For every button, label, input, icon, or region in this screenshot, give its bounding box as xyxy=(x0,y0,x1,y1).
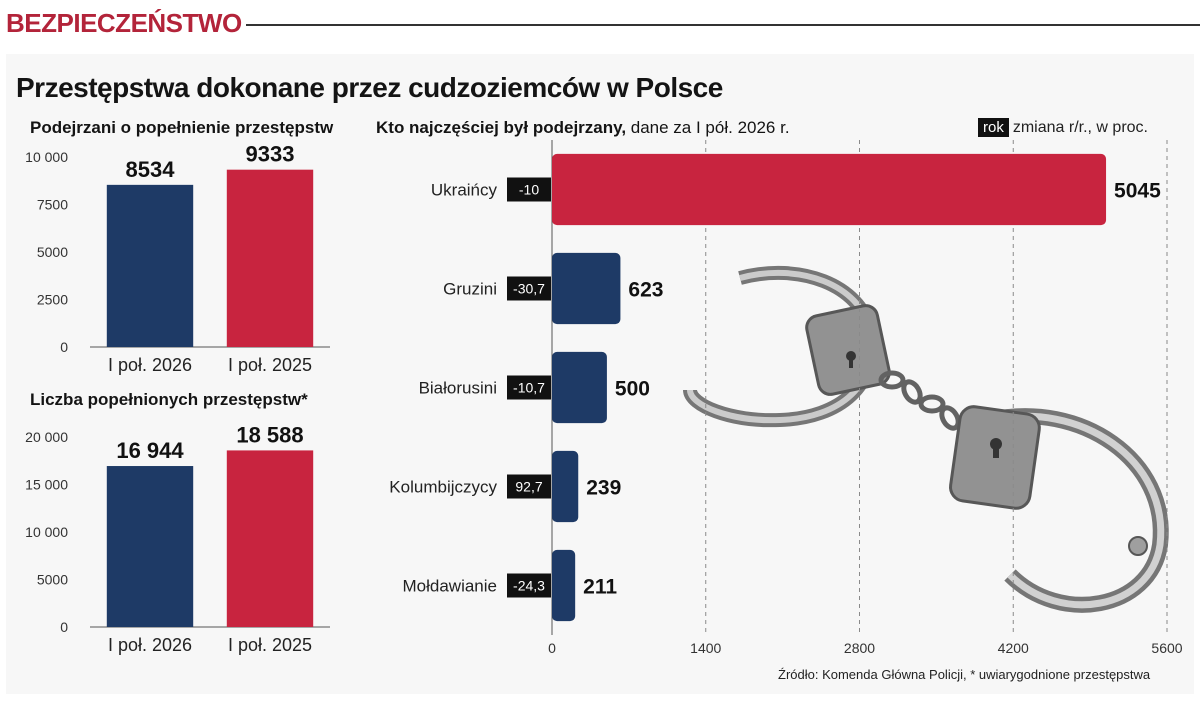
nationality-value-label: 211 xyxy=(583,576,617,599)
suspects-ytick-label: 0 xyxy=(60,339,68,355)
suspects-ytick-label: 2500 xyxy=(37,292,68,308)
nationality-bar xyxy=(552,153,1107,226)
suspects-category-label: I poł. 2026 xyxy=(108,355,192,375)
suspects-chart-title: Podejrzani o popełnienie przestępstw xyxy=(30,118,334,137)
nationality-bar xyxy=(552,351,607,424)
nationality-xtick-label: 5600 xyxy=(1151,640,1182,656)
suspects-category-label: I poł. 2025 xyxy=(228,355,312,375)
suspects-ytick-label: 7500 xyxy=(37,197,68,213)
nationality-bar xyxy=(552,549,576,622)
nationality-category-label: Ukraińcy xyxy=(431,181,498,200)
suspects-value-label: 8534 xyxy=(126,157,176,182)
suspects-bar xyxy=(226,169,314,347)
change-legend: rok zmiana r/r., w proc. xyxy=(978,118,1148,137)
nationality-value-label: 500 xyxy=(615,378,650,401)
crimes-ytick-label: 10 000 xyxy=(25,524,68,540)
nationality-chart-title-bold: Kto najczęściej był podejrzany, xyxy=(376,118,627,137)
nationality-bar-chart: 0 1400 2800 4200 5600 5045 -10 Ukraińcy 623 -30,7… xyxy=(389,140,1183,656)
nationality-category-label: Kolumbijczycy xyxy=(389,478,497,497)
nationality-xtick-label: 0 xyxy=(548,640,556,656)
main-title: Przestępstwa dokonane przez cudzoziemców… xyxy=(16,72,723,103)
crimes-ytick-label: 5000 xyxy=(37,572,68,588)
nationality-change-label: -24,3 xyxy=(513,578,545,594)
crimes-chart-title: Liczba popełnionych przestępstw* xyxy=(30,390,308,409)
nationality-change-chip xyxy=(507,177,551,202)
section-divider xyxy=(246,24,1200,26)
nationality-xtick-label: 1400 xyxy=(690,640,721,656)
nationality-change-label: -10 xyxy=(519,182,539,198)
nationality-category-label: Mołdawianie xyxy=(403,577,498,596)
suspects-bar xyxy=(106,184,194,347)
nationality-bar xyxy=(552,450,579,523)
nationality-change-chip xyxy=(507,375,551,400)
crimes-ytick-label: 20 000 xyxy=(25,429,68,445)
crimes-bar-chart: 0 5000 10 000 15 000 20 000 16 944 I poł. 2026… xyxy=(25,422,330,655)
nationality-xtick-label: 4200 xyxy=(998,640,1029,656)
section-label: BEZPIECZEŃSTWO xyxy=(6,8,242,38)
nationality-chart-title: Kto najczęściej był podejrzany, dane za … xyxy=(376,118,790,138)
source-note: Źródło: Komenda Główna Policji, * uwiary… xyxy=(778,667,1151,682)
crimes-category-label: I poł. 2026 xyxy=(108,635,192,655)
crimes-value-label: 16 944 xyxy=(116,438,184,463)
nationality-category-label: Białorusini xyxy=(419,379,497,398)
nationality-change-chip xyxy=(507,573,551,598)
nationality-change-chip xyxy=(507,276,551,301)
crimes-bar xyxy=(106,466,194,627)
nationality-change-chip xyxy=(507,474,551,499)
crimes-ytick-label: 15 000 xyxy=(25,477,68,493)
nationality-xtick-label: 2800 xyxy=(844,640,875,656)
handcuffs-illustration xyxy=(683,265,1169,613)
suspects-ytick-label: 5000 xyxy=(37,244,68,260)
suspects-ytick-label: 10 000 xyxy=(25,149,68,165)
crimes-value-label: 18 588 xyxy=(236,422,303,447)
nationality-value-label: 5045 xyxy=(1114,180,1161,203)
nationality-bar xyxy=(552,252,621,325)
nationality-value-label: 623 xyxy=(628,279,663,302)
nationality-change-label: -10,7 xyxy=(513,380,545,396)
crimes-ytick-label: 0 xyxy=(60,619,68,635)
nationality-change-label: -30,7 xyxy=(513,281,545,297)
legend-text: zmiana r/r., w proc. xyxy=(1012,119,1148,136)
suspects-value-label: 9333 xyxy=(246,142,295,167)
suspects-bar-chart: 0 2500 5000 7500 10 000 8534 I poł. 2026 9333 I … xyxy=(25,142,330,375)
nationality-chart-title-rest: dane za I pół. 2026 r. xyxy=(626,118,790,137)
nationality-value-label: 239 xyxy=(586,477,621,500)
nationality-category-label: Gruzini xyxy=(443,280,497,299)
crimes-bar xyxy=(226,450,314,627)
crimes-category-label: I poł. 2025 xyxy=(228,635,312,655)
nationality-change-label: 92,7 xyxy=(515,479,542,495)
legend-chip: rok xyxy=(978,118,1009,137)
